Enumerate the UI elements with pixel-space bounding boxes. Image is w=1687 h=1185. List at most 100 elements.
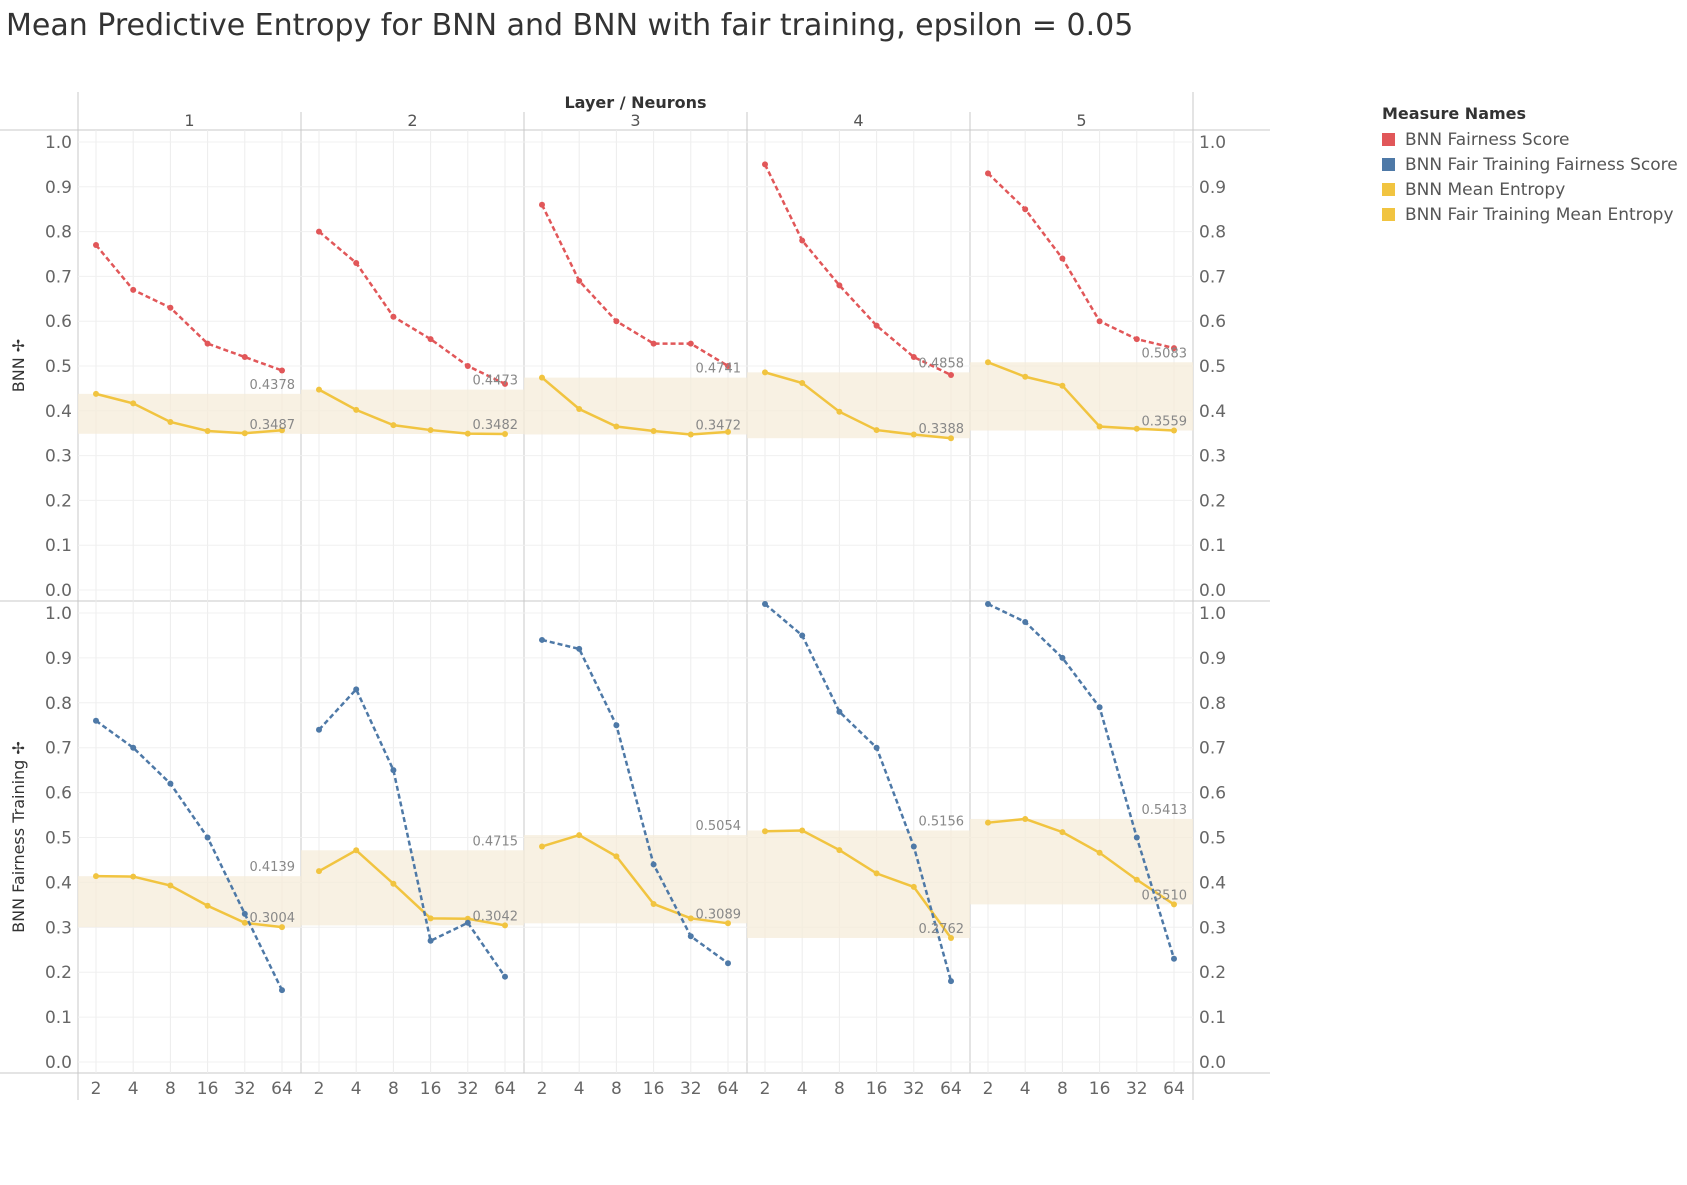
fairness-point — [910, 354, 917, 361]
y-tick-label-right: 0.5 — [1199, 357, 1226, 377]
x-tick-label: 64 — [717, 1079, 739, 1099]
entropy-point — [464, 430, 471, 437]
x-tick-label: 16 — [866, 1079, 888, 1099]
y-tick-label-left: 0.3 — [45, 918, 72, 938]
y-tick-label-left: 0.0 — [45, 1053, 72, 1073]
fairness-point — [687, 340, 694, 347]
fairness-point — [1133, 834, 1140, 841]
fairness-line — [318, 230, 506, 386]
entropy-point — [167, 882, 174, 889]
fairness-point — [539, 201, 545, 208]
entropy-point — [279, 427, 285, 434]
band-max-label: 0.5054 — [696, 819, 742, 834]
fairness-point — [799, 632, 806, 639]
fairness-point — [316, 228, 322, 235]
entropy-point — [1059, 829, 1066, 836]
reference-band — [970, 362, 1193, 431]
fairness-line — [764, 603, 953, 982]
band-min-label: 0.3089 — [696, 907, 742, 922]
legend-item[interactable]: BNN Fair Training Mean Entropy — [1382, 202, 1678, 227]
fairness-point — [799, 237, 806, 244]
fairness-point — [725, 960, 731, 967]
y-tick-label-right: 1.0 — [1199, 133, 1226, 153]
fairness-point — [576, 277, 583, 284]
fairness-line — [987, 172, 1175, 350]
legend-title: Measure Names — [1382, 104, 1527, 123]
y-tick-label-left: 0.4 — [45, 402, 72, 422]
entropy-point — [539, 374, 545, 381]
y-tick-label-left: 0.7 — [45, 267, 72, 287]
entropy-point — [130, 873, 137, 880]
x-tick-label: 64 — [494, 1079, 516, 1099]
fairness-point — [1096, 704, 1103, 711]
fairness-point — [93, 717, 99, 724]
row-label: BNN ✢ — [9, 339, 28, 392]
entropy-point — [985, 359, 991, 366]
entropy-point — [836, 847, 843, 854]
band-max-label: 0.5413 — [1142, 803, 1188, 818]
entropy-point — [985, 819, 991, 826]
entropy-line — [764, 371, 952, 440]
entropy-point — [427, 427, 434, 434]
x-tick-label: 16 — [1089, 1079, 1111, 1099]
fairness-point — [427, 336, 434, 343]
legend-swatch — [1382, 183, 1395, 196]
band-max-label: 0.5156 — [919, 814, 965, 829]
entropy-point — [725, 920, 731, 927]
band-max-label: 0.4715 — [473, 834, 519, 849]
band-min-label: 0.3472 — [696, 418, 742, 433]
layer-header: 4 — [853, 111, 863, 130]
legend-item[interactable]: BNN Fairness Score — [1382, 127, 1678, 152]
layer-header: 1 — [184, 111, 194, 130]
y-tick-label-left: 0.5 — [45, 357, 72, 377]
column-header: Layer / Neurons — [564, 93, 706, 112]
y-tick-label-left: 0.0 — [45, 581, 72, 601]
entropy-point — [353, 847, 360, 854]
y-tick-label-right: 0.1 — [1199, 1008, 1226, 1028]
y-tick-label-left: 0.8 — [45, 694, 72, 714]
reference-band — [747, 372, 970, 439]
band-min-label: 0.3487 — [250, 418, 296, 433]
fairness-point — [873, 744, 880, 751]
fairness-point — [316, 726, 322, 733]
y-tick-label-left: 0.4 — [45, 873, 72, 893]
x-tick-label: 16 — [420, 1079, 442, 1099]
entropy-line — [95, 392, 283, 435]
fairness-point — [1096, 318, 1103, 325]
fairness-point — [1133, 336, 1140, 343]
y-tick-label-left: 0.1 — [45, 1008, 72, 1028]
entropy-line — [318, 388, 506, 436]
y-tick-label-left: 1.0 — [45, 133, 72, 153]
entropy-line — [318, 848, 506, 927]
entropy-point — [316, 386, 322, 393]
fairness-point — [390, 767, 397, 774]
y-tick-label-left: 0.7 — [45, 739, 72, 759]
fairness-point — [687, 933, 694, 940]
entropy-line — [987, 361, 1175, 432]
y-tick-label-right: 0.7 — [1199, 739, 1226, 759]
entropy-point — [873, 427, 880, 434]
y-tick-label-left: 0.9 — [45, 178, 72, 198]
y-tick-label-right: 0.6 — [1199, 312, 1226, 332]
legend-swatch — [1382, 208, 1395, 221]
x-tick-label: 64 — [940, 1079, 962, 1099]
entropy-point — [1133, 425, 1140, 432]
entropy-point — [167, 419, 174, 425]
x-tick-label: 8 — [165, 1079, 176, 1099]
entropy-point — [762, 828, 768, 835]
fairness-point — [910, 843, 917, 850]
fairness-point — [502, 973, 508, 980]
entropy-line — [764, 829, 953, 939]
band-min-label: 0.2762 — [919, 922, 965, 937]
fairness-point — [1022, 618, 1029, 625]
y-tick-label-left: 0.8 — [45, 223, 72, 243]
x-tick-label: 4 — [128, 1079, 139, 1099]
fairness-point — [167, 780, 174, 787]
entropy-point — [390, 422, 397, 429]
legend-item[interactable]: BNN Mean Entropy — [1382, 177, 1678, 202]
legend-item[interactable]: BNN Fair Training Fairness Score — [1382, 152, 1678, 177]
fairness-point — [836, 708, 843, 715]
entropy-point — [204, 427, 211, 434]
fairness-point — [1022, 206, 1029, 213]
